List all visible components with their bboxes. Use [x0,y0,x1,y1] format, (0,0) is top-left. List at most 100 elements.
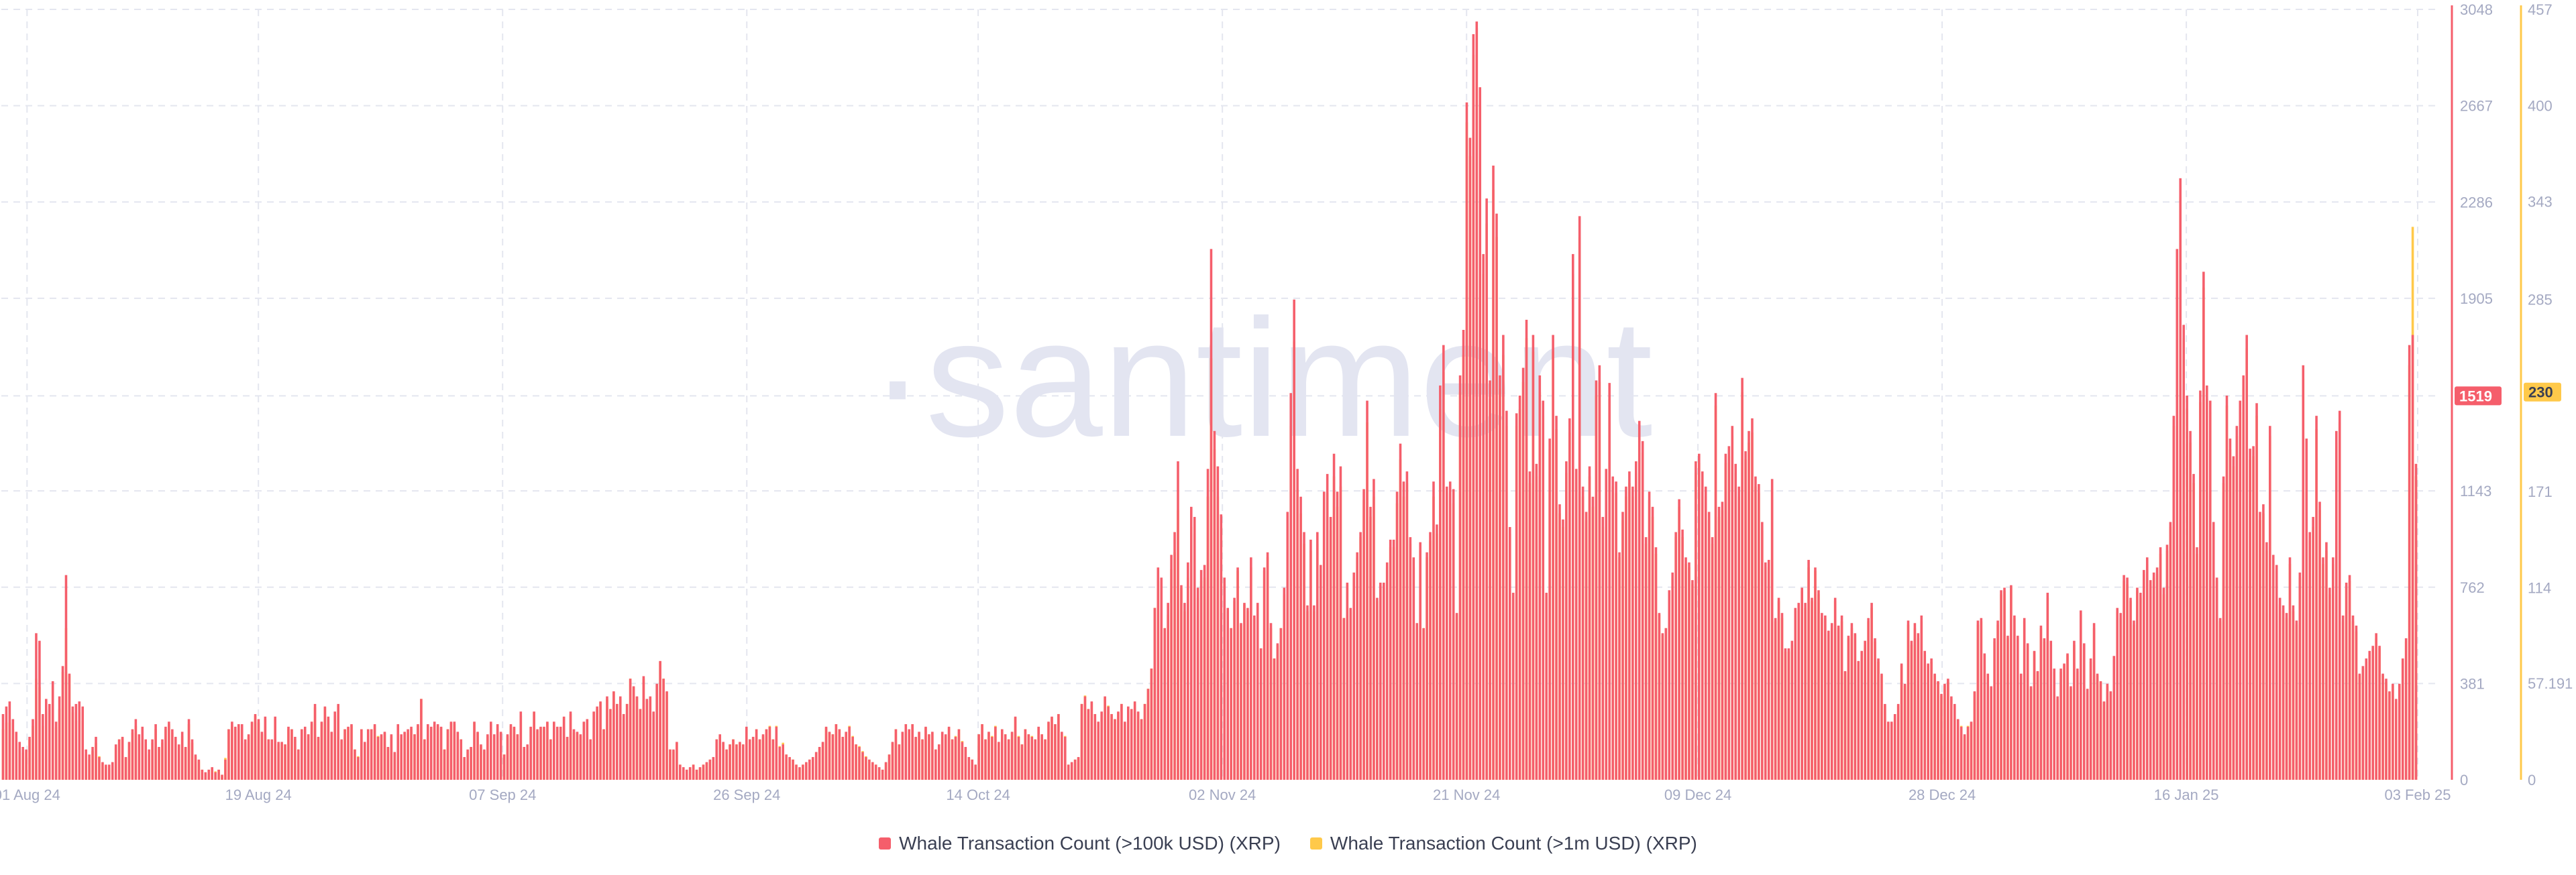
bar-100k [725,749,728,780]
bar-100k [1432,481,1435,780]
bar-100k [410,726,413,780]
bar-100k [523,746,526,780]
bar-100k [1588,466,1591,780]
bar-100k [88,754,91,780]
bar-100k [1927,663,1929,780]
bar-100k [1479,87,1482,780]
bar-100k [755,729,758,780]
bar-100k [559,726,562,780]
bar-100k [881,769,884,780]
y-axis-left-tick-label: 1905 [2460,290,2493,307]
bar-100k [25,749,28,780]
bar-100k [1322,491,1326,780]
bar-100k [2401,658,2404,780]
bar-100k [2179,178,2182,780]
bar-100k [2186,396,2188,780]
bar-100k [2013,615,2016,780]
bar-100k [858,746,861,780]
bar-100k [612,691,615,780]
bar-100k [884,762,888,780]
bar-100k [1240,623,1242,780]
bar-100k [111,762,114,780]
bar-100k [1273,658,1276,780]
bar-100k [1658,613,1661,780]
bar-100k [937,744,941,780]
bar-100k [2033,650,2036,780]
bar-100k [8,701,11,780]
bar-100k [1698,453,1701,780]
bar-100k [2385,679,2387,780]
bar-100k [1492,165,1495,780]
bar-100k [526,744,529,780]
bar-100k [1751,418,1754,780]
bar-100k [1548,439,1551,780]
bar-100k [2019,673,2023,780]
bar-100k [224,759,227,780]
bar-100k [622,713,625,780]
bar-100k [1422,628,1425,780]
bar-100k [1399,443,1402,780]
bar-100k [2000,590,2002,780]
bar-100k [1283,587,1286,780]
bar-100k [1000,729,1004,780]
bar-100k [1774,618,1777,780]
bar-100k [1063,736,1067,780]
bar-100k [1120,703,1123,780]
bar-100k [1379,582,1382,780]
bar-100k [403,732,406,780]
bar-100k [1505,410,1508,780]
bar-100k [45,699,48,780]
bar-100k [1661,633,1664,780]
bar-100k [735,744,738,780]
bar-100k [506,734,509,780]
bar-100k [373,724,376,780]
y-axis-left-tick-label: 3048 [2460,1,2493,18]
bar-100k [333,711,337,780]
bar-100k [549,739,552,780]
bar-100k [1180,585,1183,780]
bar-100k [237,724,240,780]
bar-100k [1495,213,1498,780]
bar-100k [586,719,589,780]
x-axis-tick-label: 28 Dec 24 [1909,786,1976,803]
bar-100k [274,716,276,780]
bar-100k [2345,582,2348,780]
bar-100k [2043,638,2046,780]
bar-100k [1326,473,1329,780]
bar-100k [270,739,274,780]
bar-100k [2017,636,2019,780]
bar-100k [1073,759,1077,780]
bar-100k [602,729,605,780]
bar-100k [1465,102,1468,780]
bar-100k [1664,628,1668,780]
bar-100k [2408,345,2411,780]
bar-100k [1890,721,1893,780]
bar-100k [2338,410,2341,780]
bar-100k [1017,736,1020,780]
bar-100k [1821,613,1823,780]
bar-100k [1525,319,1528,780]
bar-100k [177,744,180,780]
bar-100k [1253,615,1256,780]
bar-100k [254,713,257,780]
bar-100k [1395,491,1399,780]
x-axis-tick-label: 26 Sep 24 [713,786,780,803]
y-axis-right-current-value-bg [2524,382,2561,402]
bar-100k [1528,471,1532,780]
bar-100k [1595,380,1598,780]
bar-100k [1243,603,1246,780]
bar-100k [1843,670,1847,780]
legend-item-100k[interactable]: Whale Transaction Count (>100k USD) (XRP… [879,833,1281,854]
bar-100k [466,749,469,780]
bar-100k [1163,628,1166,780]
bar-100k [1429,532,1432,780]
bar-100k [68,673,71,780]
bar-100k [2215,577,2218,780]
bar-100k [1518,396,1521,780]
bar-100k [1565,461,1568,780]
bar-100k [443,749,446,780]
bar-100k [1199,570,1203,780]
legend-item-1m[interactable]: Whale Transaction Count (>1m USD) (XRP) [1309,833,1697,854]
